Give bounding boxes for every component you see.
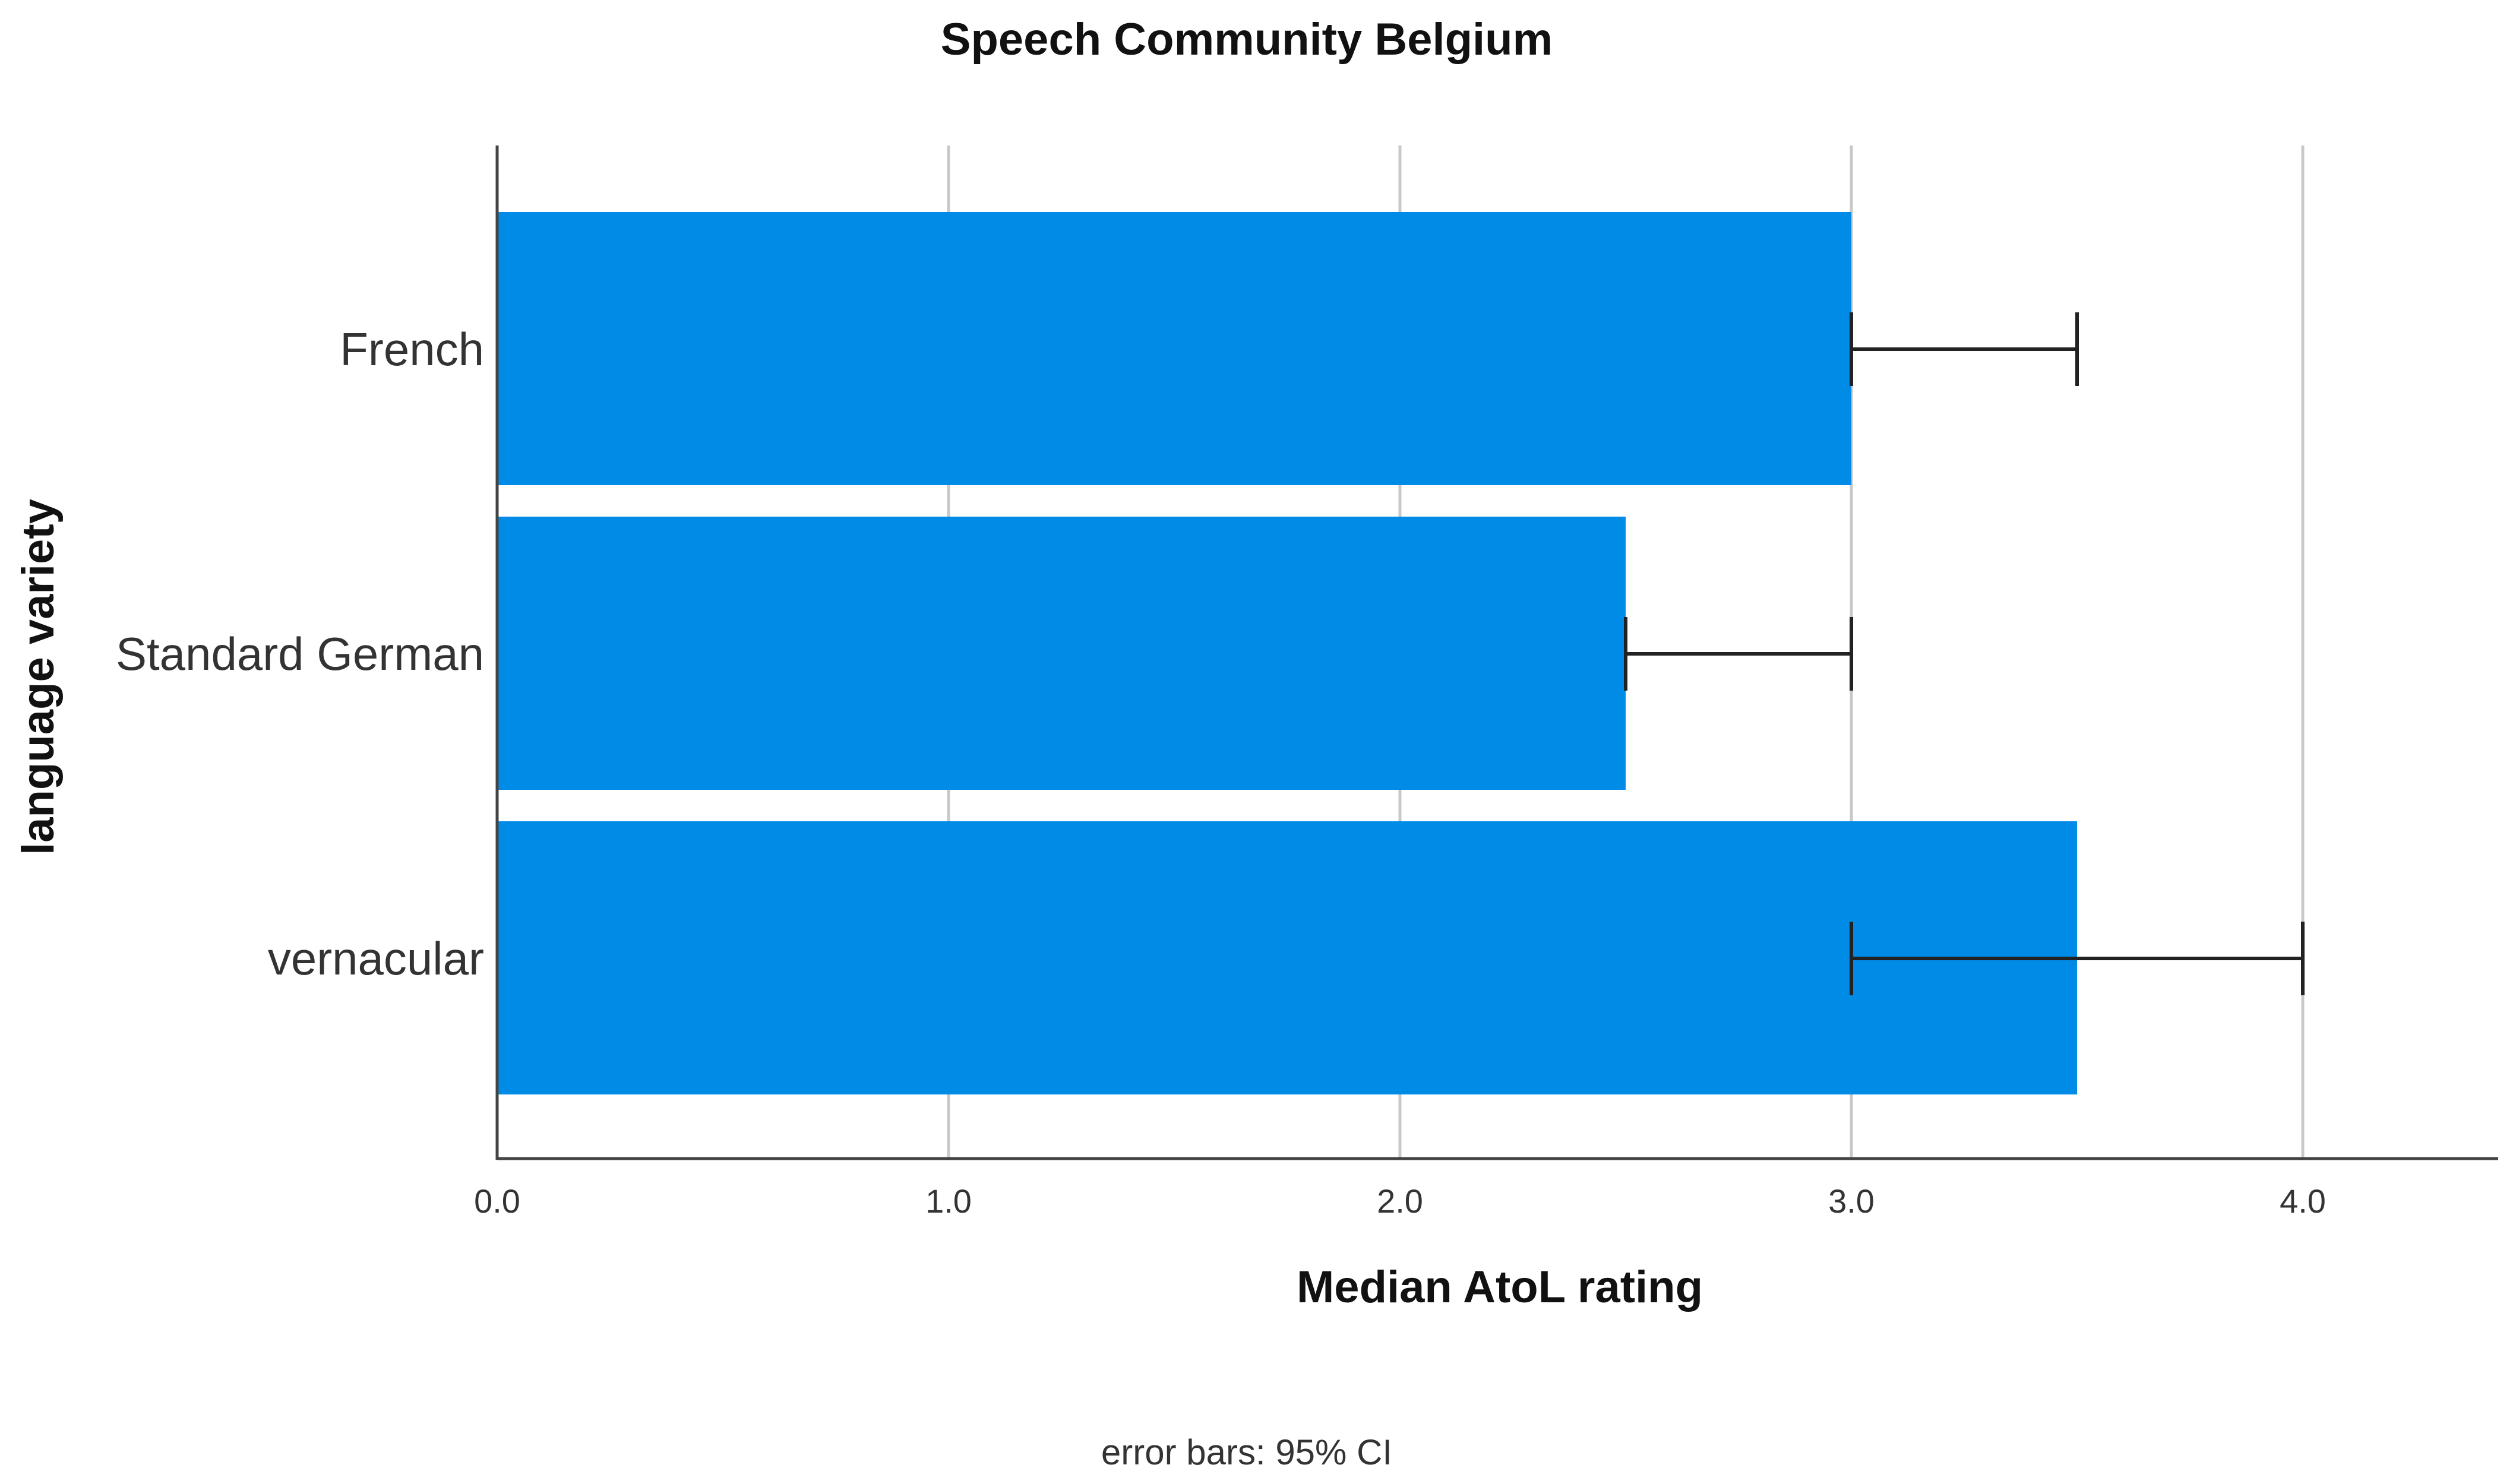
category-label-2: vernacular: [268, 932, 484, 985]
bar-vernacular: [497, 821, 2077, 1094]
x-tick-label-0: 0.0: [474, 1182, 520, 1220]
error-bars-note: error bars: 95% CI: [1101, 1432, 1392, 1472]
error-bars: [1624, 312, 2305, 995]
bars: [497, 212, 2077, 1094]
error-bar-2: [1850, 922, 2305, 995]
category-labels: French Standard German vernacular: [116, 323, 484, 985]
x-tick-labels: 0.0 1.0 2.0 3.0 4.0: [474, 1182, 2326, 1220]
bar-standard-german: [497, 517, 1626, 790]
x-tick-label-4: 4.0: [2280, 1182, 2326, 1220]
y-axis-title: language variety: [13, 499, 64, 855]
error-bar-1: [1624, 617, 1853, 691]
chart-title: Speech Community Belgium: [941, 14, 1553, 65]
category-label-0: French: [340, 323, 484, 375]
category-label-1: Standard German: [116, 628, 484, 680]
bar-french: [497, 212, 1851, 485]
x-tick-label-1: 1.0: [925, 1182, 972, 1220]
x-tick-label-2: 2.0: [1377, 1182, 1423, 1220]
x-tick-label-3: 3.0: [1828, 1182, 1875, 1220]
error-bar-0: [1850, 312, 2079, 386]
x-axis-title: Median AtoL rating: [1297, 1262, 1703, 1312]
